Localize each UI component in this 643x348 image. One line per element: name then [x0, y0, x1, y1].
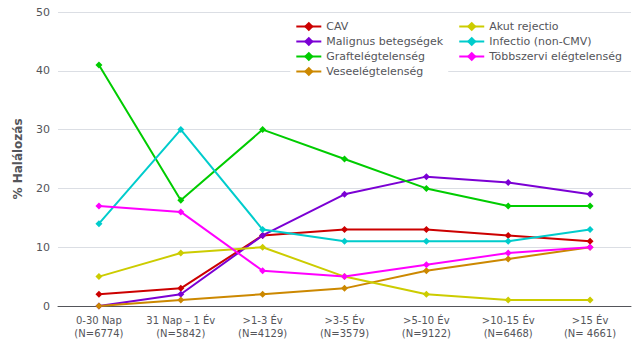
svg-text:Infectio (non-CMV): Infectio (non-CMV): [489, 35, 591, 48]
svg-text:Veseelégtelenség: Veseelégtelenség: [326, 65, 423, 78]
svg-text:Többszervi elégtelenség: Többszervi elégtelenség: [488, 50, 622, 63]
svg-text:(N= 4661): (N= 4661): [564, 328, 616, 339]
svg-text:(N=6468): (N=6468): [484, 328, 533, 339]
svg-text:>15 Év: >15 Év: [572, 314, 609, 326]
svg-text:>10-15 Év: >10-15 Év: [482, 314, 535, 326]
svg-text:>1-3 Év: >1-3 Év: [243, 314, 283, 326]
svg-text:(N=3579): (N=3579): [320, 328, 369, 339]
svg-text:(N=6774): (N=6774): [74, 328, 123, 339]
svg-text:>3-5 Év: >3-5 Év: [324, 314, 364, 326]
svg-text:20: 20: [36, 182, 50, 195]
svg-text:% Halálozás: % Halálozás: [11, 118, 25, 199]
svg-text:31 Nap – 1 Év: 31 Nap – 1 Év: [146, 314, 215, 326]
svg-text:10: 10: [36, 241, 50, 254]
svg-text:30: 30: [36, 123, 50, 136]
svg-text:(N=5842): (N=5842): [156, 328, 205, 339]
svg-text:50: 50: [36, 6, 50, 19]
svg-text:0: 0: [43, 300, 50, 313]
svg-text:(N=4129): (N=4129): [238, 328, 287, 339]
svg-text:0-30 Nap: 0-30 Nap: [76, 315, 122, 326]
svg-text:CAV: CAV: [326, 20, 349, 33]
svg-text:Akut rejectio: Akut rejectio: [489, 20, 559, 33]
svg-text:40: 40: [36, 64, 50, 77]
svg-text:Graftelégtelenség: Graftelégtelenség: [326, 50, 425, 63]
svg-text:>5-10 Év: >5-10 Év: [403, 314, 450, 326]
svg-text:(N=9122): (N=9122): [402, 328, 451, 339]
svg-text:Malignus betegségek: Malignus betegségek: [326, 35, 444, 48]
